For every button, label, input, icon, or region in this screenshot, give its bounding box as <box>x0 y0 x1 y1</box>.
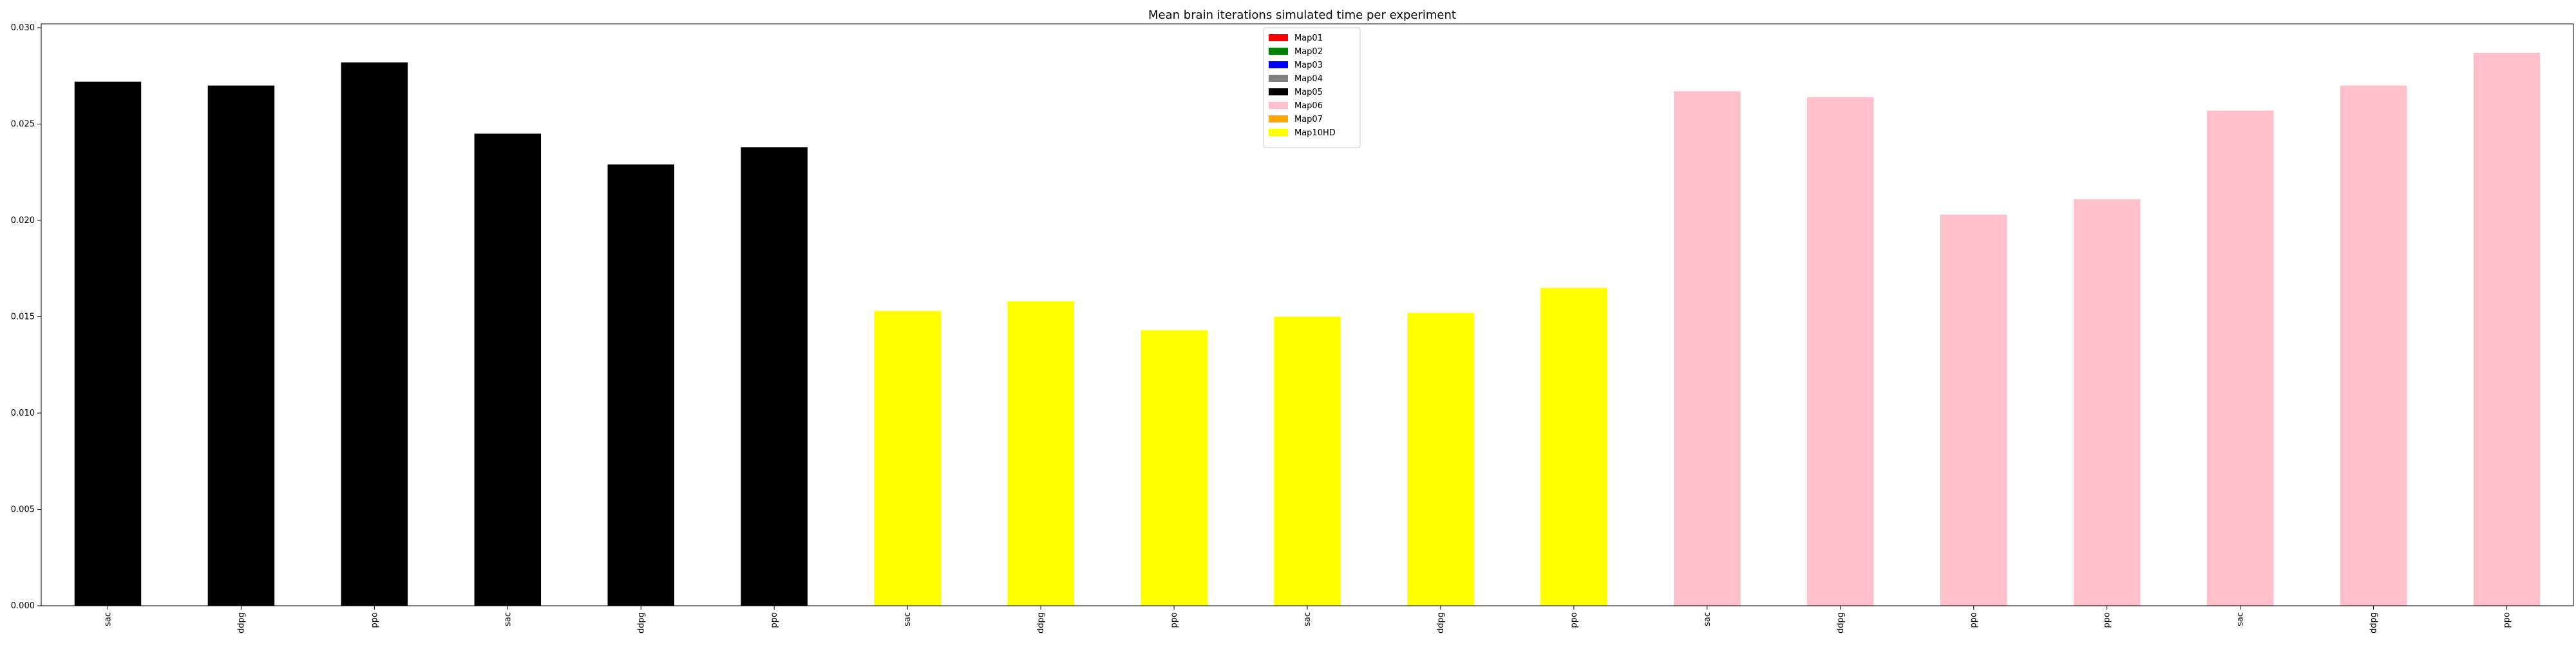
y-tick-label: 0.020 <box>11 216 35 226</box>
legend-label-map04: Map04 <box>1294 74 1323 84</box>
bar-ppo-2 <box>341 62 408 606</box>
bar-ppo-14 <box>1940 215 2007 606</box>
x-tick-label: ddpg <box>1036 612 1046 633</box>
legend-swatch-map03 <box>1269 61 1288 68</box>
legend-label-map10hd: Map10HD <box>1294 128 1336 138</box>
bar-ppo-18 <box>2473 52 2541 606</box>
legend-label-map05: Map05 <box>1294 88 1323 97</box>
x-axis: sac ddpg ppo sac ddpg ppo sac ddpg ppo sac ddpg ppo… <box>103 606 2512 633</box>
bar-ddpg-10 <box>1407 313 1474 606</box>
y-axis: 0.000 0.005 0.010 0.015 0.020 0.025 0.030 <box>11 23 41 611</box>
x-tick-label: ddpg <box>2369 612 2379 633</box>
x-tick-label: ppo <box>1569 612 1579 628</box>
legend-label-map06: Map06 <box>1294 101 1323 111</box>
bar-ppo-11 <box>1540 287 1607 606</box>
chart-title: Mean brain iterations simulated time per… <box>1148 8 1456 22</box>
legend-swatch-map04 <box>1269 75 1288 82</box>
legend-swatch-map02 <box>1269 48 1288 55</box>
bar-ddpg-4 <box>607 164 674 606</box>
x-tick-label: sac <box>903 612 913 626</box>
x-tick-label: ppo <box>370 612 379 628</box>
bars-group <box>74 52 2541 606</box>
y-tick-label: 0.025 <box>11 119 35 129</box>
x-tick-label: sac <box>1703 612 1712 626</box>
x-tick-label: ddpg <box>1836 612 1846 633</box>
bar-ddpg-13 <box>1807 97 1874 606</box>
x-tick-label: ddpg <box>636 612 646 633</box>
x-tick-label: ddpg <box>236 612 246 633</box>
legend-label-map01: Map01 <box>1294 34 1323 43</box>
bar-sac-3 <box>474 133 542 606</box>
y-tick-label: 0.010 <box>11 409 35 418</box>
legend-label-map03: Map03 <box>1294 61 1323 70</box>
y-tick-label: 0.000 <box>11 601 35 611</box>
bar-ppo-15 <box>2073 199 2141 606</box>
legend: Map01 Map02 Map03 Map04 Map05 Map06 Map07 Map10… <box>1263 27 1361 148</box>
plot-frame <box>41 23 2574 606</box>
legend-swatch-map06 <box>1269 102 1288 109</box>
x-tick-label: ddpg <box>1436 612 1446 633</box>
y-tick-label: 0.030 <box>11 23 35 33</box>
legend-swatch-map10hd <box>1269 129 1288 136</box>
bar-sac-0 <box>74 81 142 606</box>
legend-label-map07: Map07 <box>1294 115 1323 124</box>
legend-label-map02: Map02 <box>1294 47 1323 57</box>
x-tick-label: ppo <box>1170 612 1179 628</box>
x-tick-label: sac <box>503 612 513 626</box>
x-tick-label: ppo <box>1969 612 1979 628</box>
legend-swatch-map05 <box>1269 88 1288 95</box>
bar-ddpg-7 <box>1007 301 1074 606</box>
x-tick-label: ppo <box>2503 612 2512 628</box>
legend-swatch-map01 <box>1269 34 1288 41</box>
x-tick-label: ppo <box>2103 612 2112 628</box>
legend-swatch-map07 <box>1269 115 1288 122</box>
bar-sac-6 <box>874 311 941 606</box>
bar-ddpg-1 <box>207 85 275 606</box>
y-tick-label: 0.005 <box>11 505 35 514</box>
bar-sac-12 <box>1674 91 1741 606</box>
x-tick-label: sac <box>2236 612 2246 626</box>
x-tick-label: sac <box>103 612 113 626</box>
bar-sac-9 <box>1274 316 1341 606</box>
bar-ppo-5 <box>741 147 808 606</box>
bar-ddpg-17 <box>2340 85 2407 606</box>
bar-ppo-8 <box>1141 330 1208 606</box>
x-tick-label: sac <box>1303 612 1312 626</box>
y-tick-label: 0.015 <box>11 312 35 322</box>
bar-sac-16 <box>2206 110 2274 606</box>
x-tick-label: ppo <box>770 612 779 628</box>
